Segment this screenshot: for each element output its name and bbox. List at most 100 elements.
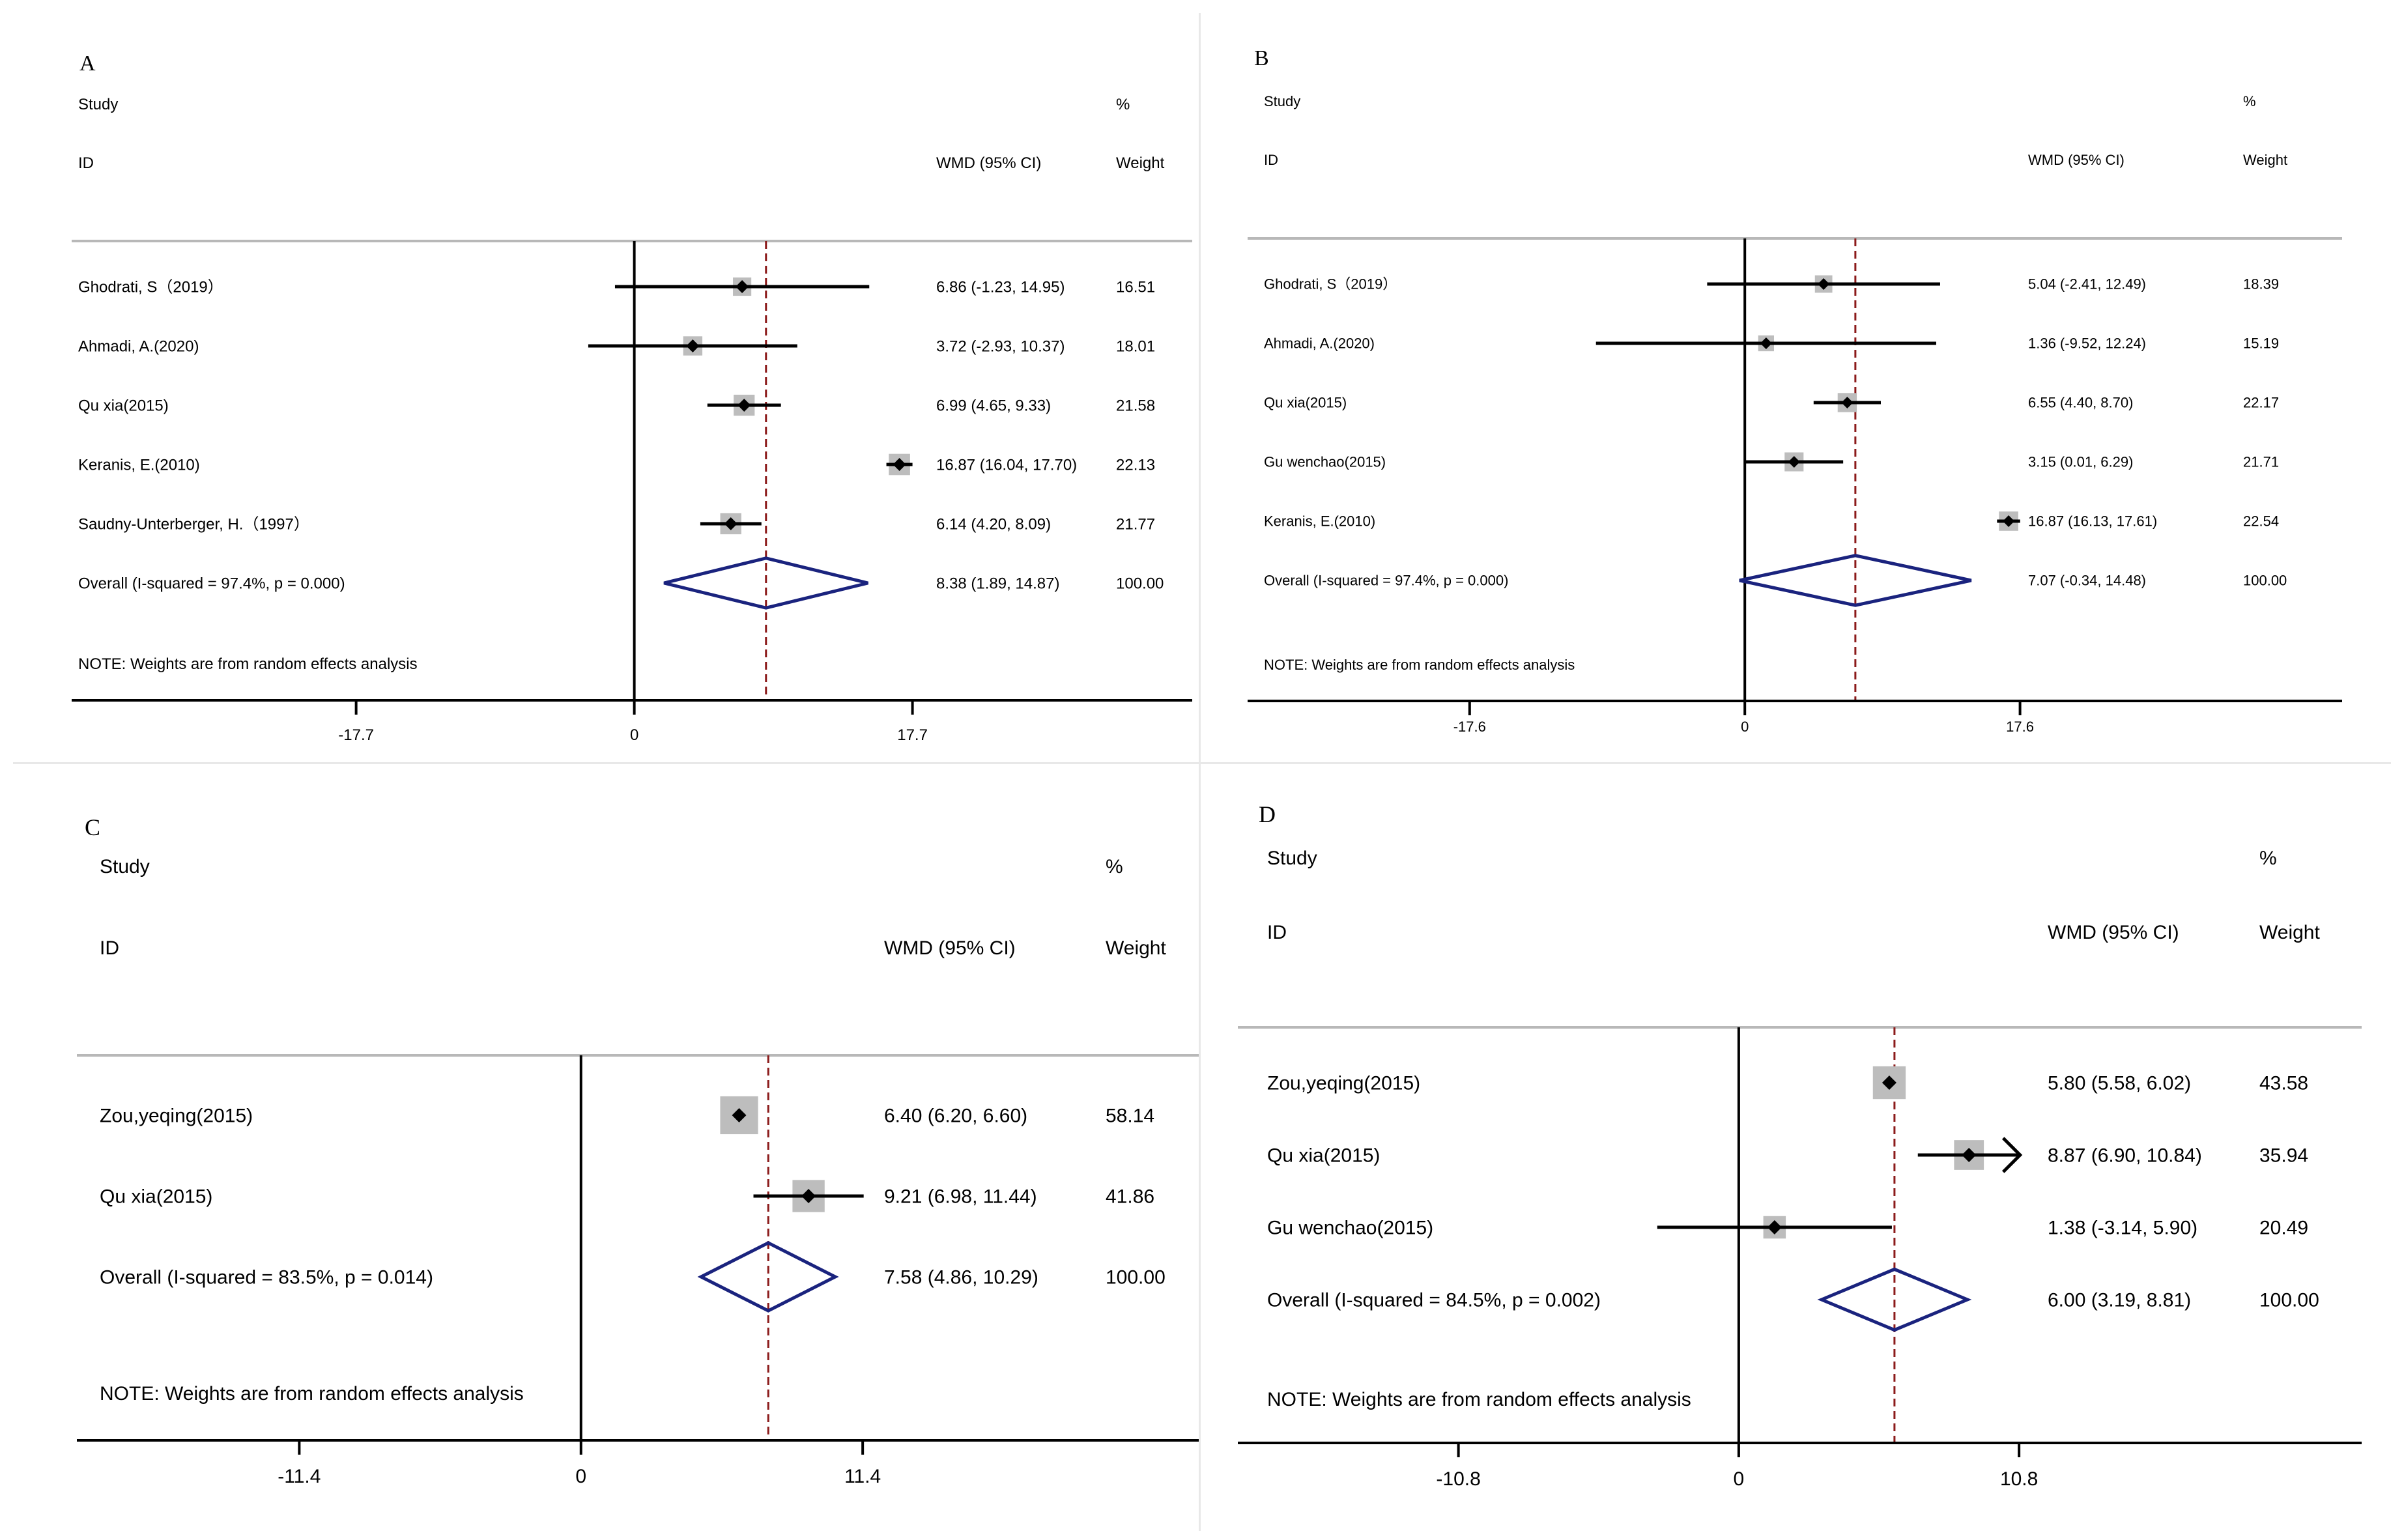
study-name: Qu xia(2015) bbox=[1267, 1145, 1380, 1167]
overall-ci: 7.58 (4.86, 10.29) bbox=[884, 1267, 1038, 1289]
study-weight: 41.86 bbox=[1106, 1186, 1154, 1208]
study-weight: 20.49 bbox=[2259, 1218, 2308, 1239]
x-tick-label: -11.4 bbox=[278, 1466, 321, 1487]
study-weight: 15.19 bbox=[2243, 335, 2279, 352]
point-estimate bbox=[732, 1108, 747, 1122]
study-weight: 21.77 bbox=[1116, 515, 1155, 533]
forest-panel-a: A Study % ID WMD (95% CI) Weight Ghodrati, S（2… bbox=[72, 51, 1192, 744]
point-estimate bbox=[893, 458, 906, 471]
study-ci: 16.87 (16.04, 17.70) bbox=[936, 456, 1077, 474]
study-ci: 9.21 (6.98, 11.44) bbox=[884, 1186, 1037, 1208]
study-ci: 6.55 (4.40, 8.70) bbox=[2028, 395, 2133, 411]
x-tick-label: 0 bbox=[1734, 1468, 1745, 1490]
panel-label: B bbox=[1254, 46, 1269, 70]
panel-label: C bbox=[85, 814, 100, 840]
study-name: Zou,yeqing(2015) bbox=[100, 1105, 253, 1127]
study-ci: 16.87 (16.13, 17.61) bbox=[2028, 513, 2157, 530]
panel-label: A bbox=[79, 51, 96, 76]
forest-panel-b: B Study % ID WMD (95% CI) Weight Ghodrati, S（2… bbox=[1248, 46, 2342, 735]
header-id: ID bbox=[100, 937, 119, 959]
study-weight: 16.51 bbox=[1116, 278, 1155, 296]
x-tick-label: 0 bbox=[630, 726, 638, 744]
header-weight: Weight bbox=[2243, 152, 2287, 168]
note-text: NOTE: Weights are from random effects an… bbox=[1264, 657, 1575, 673]
study-ci: 3.72 (-2.93, 10.37) bbox=[936, 337, 1065, 355]
header-weight: Weight bbox=[1116, 154, 1165, 172]
study-name: Gu wenchao(2015) bbox=[1264, 454, 1386, 470]
study-ci: 6.40 (6.20, 6.60) bbox=[884, 1105, 1027, 1127]
panel-label: D bbox=[1259, 801, 1276, 827]
x-tick-label: 17.7 bbox=[897, 726, 928, 744]
study-name: Keranis, E.(2010) bbox=[1264, 513, 1375, 530]
study-name: Qu xia(2015) bbox=[1264, 395, 1347, 411]
point-estimate bbox=[724, 517, 737, 530]
study-name: Ahmadi, A.(2020) bbox=[78, 337, 199, 355]
study-weight: 18.01 bbox=[1116, 337, 1155, 355]
header-percent: % bbox=[1116, 96, 1130, 113]
study-ci: 1.36 (-9.52, 12.24) bbox=[2028, 335, 2146, 352]
study-name: Ghodrati, S（2019） bbox=[1264, 276, 1397, 292]
overall-label: Overall (I-squared = 97.4%, p = 0.000) bbox=[1264, 573, 1508, 589]
study-ci: 6.99 (4.65, 9.33) bbox=[936, 397, 1051, 414]
header-percent: % bbox=[2243, 93, 2256, 109]
overall-label: Overall (I-squared = 84.5%, p = 0.002) bbox=[1267, 1290, 1601, 1311]
overall-diamond bbox=[1739, 554, 1972, 607]
point-estimate bbox=[1882, 1076, 1896, 1090]
study-weight: 43.58 bbox=[2259, 1073, 2308, 1094]
point-estimate bbox=[1767, 1220, 1782, 1234]
study-ci: 3.15 (0.01, 6.29) bbox=[2028, 454, 2133, 470]
forest-panel-d: D Study % ID WMD (95% CI) Weight Zou,yeqing(20… bbox=[1238, 801, 2362, 1490]
panel-separator-vertical bbox=[1199, 13, 1201, 1531]
study-name: Qu xia(2015) bbox=[100, 1186, 212, 1208]
header-study: Study bbox=[78, 96, 118, 113]
point-estimate bbox=[686, 339, 700, 352]
point-estimate bbox=[736, 280, 749, 293]
header-percent: % bbox=[1106, 856, 1123, 877]
overall-weight: 100.00 bbox=[2259, 1290, 2319, 1311]
study-weight: 21.58 bbox=[1116, 397, 1155, 414]
study-weight: 35.94 bbox=[2259, 1145, 2308, 1167]
study-weight: 21.71 bbox=[2243, 454, 2279, 470]
x-tick-label: -10.8 bbox=[1436, 1468, 1480, 1490]
overall-label: Overall (I-squared = 97.4%, p = 0.000) bbox=[78, 575, 345, 592]
header-effect: WMD (95% CI) bbox=[2048, 922, 2179, 943]
note-text: NOTE: Weights are from random effects an… bbox=[78, 655, 418, 673]
overall-ci: 7.07 (-0.34, 14.48) bbox=[2028, 573, 2146, 589]
study-ci: 6.86 (-1.23, 14.95) bbox=[936, 278, 1065, 296]
x-tick-label: 0 bbox=[1741, 719, 1749, 735]
overall-weight: 100.00 bbox=[1116, 575, 1164, 592]
point-estimate bbox=[737, 399, 751, 412]
header-study: Study bbox=[1264, 93, 1300, 109]
study-weight: 22.17 bbox=[2243, 395, 2279, 411]
study-ci: 5.04 (-2.41, 12.49) bbox=[2028, 276, 2146, 292]
overall-weight: 100.00 bbox=[1106, 1267, 1166, 1289]
study-name: Zou,yeqing(2015) bbox=[1267, 1073, 1420, 1094]
study-name: Ghodrati, S（2019） bbox=[78, 278, 223, 296]
panel-separator-horizontal bbox=[13, 762, 2391, 764]
overall-ci: 8.38 (1.89, 14.87) bbox=[936, 575, 1059, 592]
header-effect: WMD (95% CI) bbox=[884, 937, 1016, 959]
header-weight: Weight bbox=[1106, 937, 1166, 959]
overall-ci: 6.00 (3.19, 8.81) bbox=[2048, 1290, 2191, 1311]
study-ci: 6.14 (4.20, 8.09) bbox=[936, 515, 1051, 533]
point-estimate bbox=[1760, 337, 1772, 349]
study-name: Saudny-Unterberger, H.（1997） bbox=[78, 515, 309, 533]
study-name: Qu xia(2015) bbox=[78, 397, 169, 414]
x-tick-label: -17.7 bbox=[338, 726, 374, 744]
header-id: ID bbox=[1267, 922, 1287, 943]
point-estimate bbox=[1788, 456, 1800, 468]
x-tick-label: 10.8 bbox=[2000, 1468, 2038, 1490]
header-id: ID bbox=[78, 154, 94, 172]
study-ci: 1.38 (-3.14, 5.90) bbox=[2048, 1218, 2197, 1239]
header-weight: Weight bbox=[2259, 922, 2320, 943]
header-effect: WMD (95% CI) bbox=[936, 154, 1041, 172]
study-weight: 22.54 bbox=[2243, 513, 2279, 530]
x-tick-label: 11.4 bbox=[844, 1466, 881, 1487]
overall-diamond bbox=[697, 1241, 839, 1313]
x-tick-label: 17.6 bbox=[2006, 719, 2034, 735]
study-name: Keranis, E.(2010) bbox=[78, 456, 200, 474]
overall-diamond bbox=[663, 556, 868, 610]
header-effect: WMD (95% CI) bbox=[2028, 152, 2125, 168]
